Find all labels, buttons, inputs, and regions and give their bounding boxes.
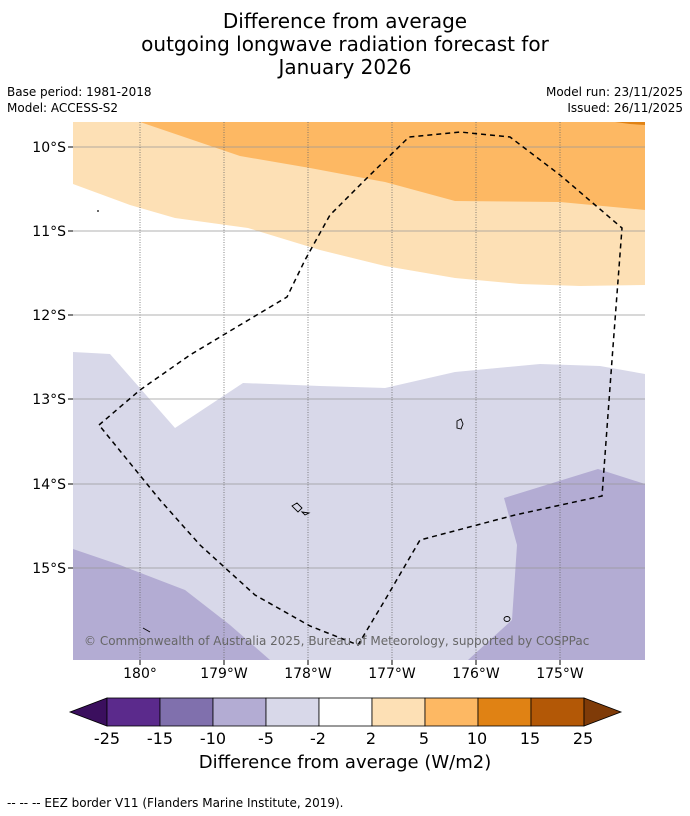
colorbar-tick: -2 — [310, 729, 326, 745]
island-uvea — [456, 418, 464, 430]
eez-border — [97, 131, 623, 646]
lon-label-176w: 176°W — [452, 666, 500, 682]
title-line-1: Difference from average — [222, 9, 468, 33]
colorbar-swatch — [424, 697, 479, 727]
colorbar-tick: -10 — [200, 729, 226, 745]
colorbar-tick: 5 — [419, 729, 429, 745]
colorbar-tick: -25 — [94, 729, 120, 745]
anomaly-region-purple-southwest — [73, 549, 270, 660]
colorbar-swatch — [318, 697, 373, 727]
colorbar-tick: -15 — [147, 729, 173, 745]
colorbar-tick: 25 — [573, 729, 593, 745]
model-run: Model run: 23/11/2025 — [545, 85, 683, 99]
lat-label-14s: 14°S — [32, 477, 66, 493]
lat-label-13s: 13°S — [32, 392, 66, 408]
colorbar-extend-max — [583, 697, 623, 727]
copyright-notice: © Commonwealth of Australia 2025, Bureau… — [84, 634, 589, 648]
lon-label-180: 180° — [123, 666, 157, 682]
base-period: Base period: 1981-2018 — [7, 85, 152, 99]
lat-label-12s: 12°S — [32, 308, 66, 324]
colorbar-tick: -5 — [258, 729, 274, 745]
lon-label-177w: 177°W — [368, 666, 416, 682]
longitude-gridlines — [139, 122, 561, 660]
colorbar-swatch — [212, 697, 267, 727]
colorbar-tick: 15 — [520, 729, 540, 745]
colorbar-tick: 10 — [467, 729, 487, 745]
latitude-gridlines — [73, 146, 645, 569]
colorbar-swatch — [530, 697, 585, 727]
colorbar-extend-min — [68, 697, 108, 727]
issued-date: Issued: 26/11/2025 — [567, 101, 683, 115]
colorbar — [68, 697, 623, 727]
anomaly-region-dark-orange — [615, 122, 645, 125]
lat-label-15s: 15°S — [32, 561, 66, 577]
island-southwest — [142, 627, 151, 633]
latitude-labels: 10°S 11°S 12°S 13°S 14°S 15°S — [32, 140, 73, 577]
map-plot-area: © Commonwealth of Australia 2025, Bureau… — [73, 122, 645, 660]
colorbar-swatch — [371, 697, 426, 727]
colorbar-tick-labels: -25 -15 -10 -5 -2 2 5 10 15 25 — [94, 729, 593, 745]
model-name: Model: ACCESS-S2 — [7, 101, 119, 115]
lat-label-10s: 10°S — [32, 140, 66, 156]
colorbar-title: Difference from average (W/m2) — [198, 752, 492, 773]
longitude-labels: 180° 179°W 178°W 177°W 176°W 175°W — [123, 660, 584, 682]
anomaly-region-light-purple — [73, 352, 645, 660]
lon-label-175w: 175°W — [536, 666, 584, 682]
anomaly-region-purple-southeast — [468, 469, 645, 660]
colorbar-tick: 2 — [366, 729, 376, 745]
colorbar-swatch — [106, 697, 161, 727]
eez-footnote: -- -- -- EEZ border V11 (Flanders Marine… — [7, 796, 344, 810]
title-line-3: January 2026 — [278, 55, 412, 79]
colorbar-swatch — [159, 697, 214, 727]
title-line-2: outgoing longwave radiation forecast for — [141, 32, 549, 56]
island-southeast — [503, 616, 511, 622]
lon-label-178w: 178°W — [284, 666, 332, 682]
map-figure: © Commonwealth of Australia 2025, Bureau… — [32, 122, 645, 745]
island-futuna — [291, 502, 311, 516]
lon-label-179w: 179°W — [200, 666, 248, 682]
colorbar-swatch — [265, 697, 320, 727]
lat-label-11s: 11°S — [32, 224, 66, 240]
colorbar-swatch — [477, 697, 532, 727]
island-northwest — [97, 210, 99, 212]
